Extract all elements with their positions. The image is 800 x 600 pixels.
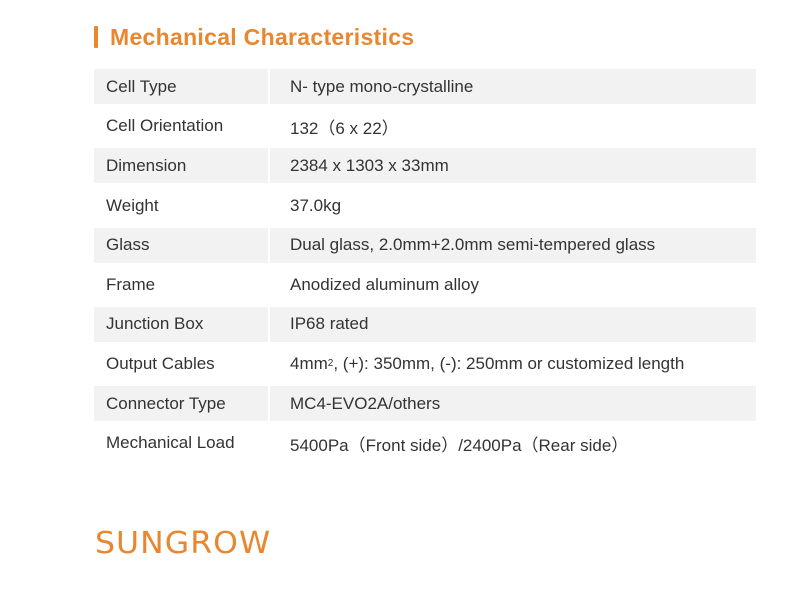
table-row: Output Cables 4mm 2, (+): 350mm, (-): 250m… (94, 344, 756, 384)
row-label: Frame (106, 274, 156, 294)
section-title-text: Mechanical Characteristics (110, 23, 415, 50)
row-value: 37.0kg (290, 195, 342, 215)
row-value: 4mm 2, (+): 350mm, (-): 250mm or customiz… (270, 346, 756, 381)
row-value: 2384 x 1303 x 33mm (270, 148, 756, 184)
table-row: Mechanical Load 5400Pa（Front side）/2400Pa… (94, 423, 756, 463)
row-label: Weight (106, 195, 159, 215)
value-superscript: 2 (327, 358, 334, 370)
row-value: Dual glass, 2.0mm+2.0mm semi-tempered gl… (270, 227, 756, 263)
row-label: Junction Box (94, 306, 268, 342)
value-part: 4mm (290, 353, 328, 373)
table-row: Dimension 2384 x 1303 x 33mm (94, 146, 756, 186)
row-value: N- type mono-crystalline (270, 69, 756, 105)
row-label: Glass (94, 227, 268, 263)
sungrow-logo: SUNGROW (95, 526, 272, 561)
row-label: Cell Orientation (106, 116, 224, 136)
row-label: Dimension (94, 148, 268, 184)
table-row: Glass Dual glass, 2.0mm+2.0mm semi-temper… (94, 225, 756, 265)
spec-table: Cell Type N- type mono-crystalline Cell O… (94, 67, 756, 463)
row-value: MC4-EVO2A/others (270, 386, 756, 422)
value-part: , (+): 350mm, (-): 250mm or customized l… (333, 353, 685, 373)
row-value: 5400Pa（Front side）/2400Pa（Rear side） (290, 435, 629, 455)
table-row: Frame Anodized aluminum alloy (94, 265, 756, 305)
row-value: IP68 rated (270, 306, 756, 342)
row-value: Anodized aluminum alloy (290, 274, 479, 294)
section-title: Mechanical Characteristics (94, 22, 414, 52)
table-row: Junction Box IP68 rated (94, 305, 756, 345)
row-value: 132（6 x 22） (290, 118, 399, 138)
row-label: Output Cables (106, 353, 215, 373)
table-row: Connector Type MC4-EVO2A/others (94, 384, 756, 424)
table-row: Cell Type N- type mono-crystalline (94, 67, 756, 107)
row-label: Connector Type (94, 386, 268, 422)
table-row: Cell Orientation 132（6 x 22） (94, 107, 756, 147)
table-row: Weight 37.0kg (94, 186, 756, 226)
title-accent-bar (94, 26, 98, 48)
row-label: Mechanical Load (106, 433, 235, 453)
row-label: Cell Type (94, 69, 268, 105)
